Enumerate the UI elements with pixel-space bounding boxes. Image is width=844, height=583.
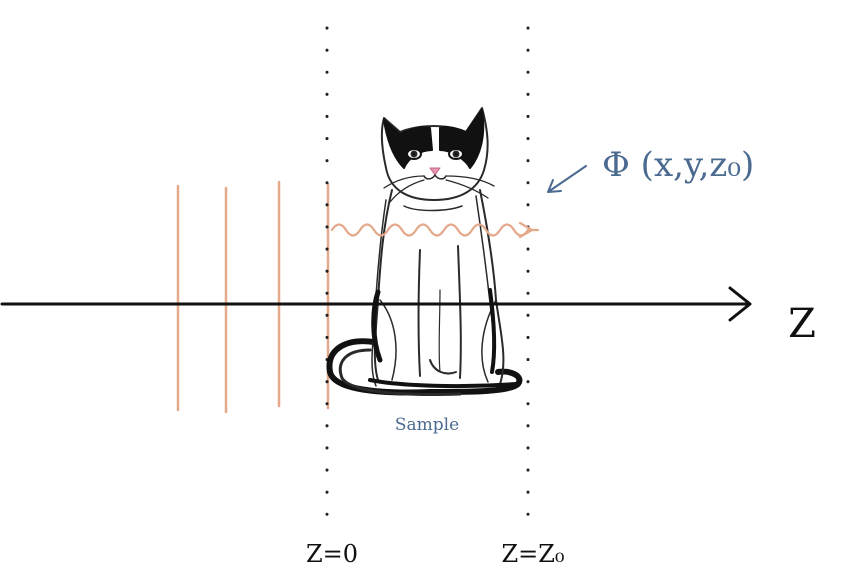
field-label: Φ (x,y,z₀) — [602, 145, 754, 185]
transmitted-wave — [330, 223, 540, 237]
cat-head-patch-right — [439, 109, 485, 169]
field-annotation-arrow — [547, 165, 587, 193]
cat-tail — [326, 338, 523, 396]
plane-wavefronts — [176, 180, 330, 414]
z-axis-arrowhead — [728, 286, 752, 322]
plane-zend-label: Z=Z₀ — [501, 540, 564, 568]
transmitted-wave-arrowhead — [518, 221, 534, 239]
plane-z0-label: Z=0 — [306, 540, 358, 568]
sample-label: Sample — [395, 415, 459, 435]
cat-whiskers — [383, 175, 495, 203]
cat-nose — [429, 167, 441, 176]
cat-head-patch-left — [383, 119, 433, 169]
z-axis-label: Z — [788, 301, 816, 347]
cat-front-legs — [417, 249, 421, 377]
cat-sample-drawing — [326, 107, 523, 396]
